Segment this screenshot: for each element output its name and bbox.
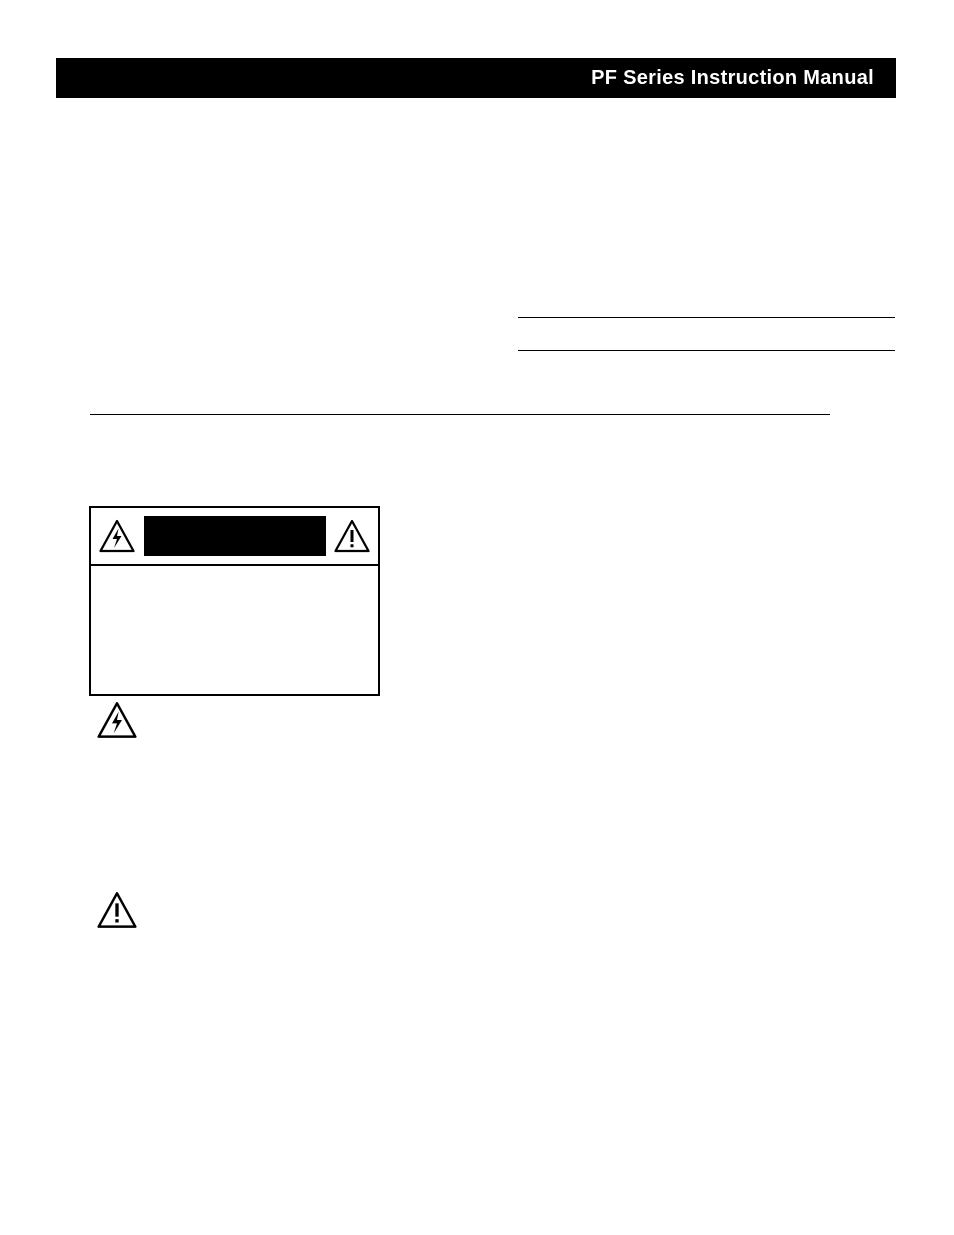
divider-short-b	[518, 350, 895, 351]
caution-label: CAUTION	[144, 516, 326, 556]
exclamation-triangle-icon	[97, 890, 137, 930]
divider-long	[90, 414, 830, 415]
caution-box-header: CAUTION	[91, 508, 378, 566]
caution-box: CAUTION	[89, 506, 380, 696]
divider-short-a	[518, 317, 895, 318]
lightning-triangle-icon	[99, 518, 135, 554]
header-title: PF Series Instruction Manual	[591, 67, 874, 90]
exclamation-triangle-icon	[334, 518, 370, 554]
header-bar: PF Series Instruction Manual	[56, 58, 896, 98]
lightning-triangle-icon	[97, 700, 137, 740]
